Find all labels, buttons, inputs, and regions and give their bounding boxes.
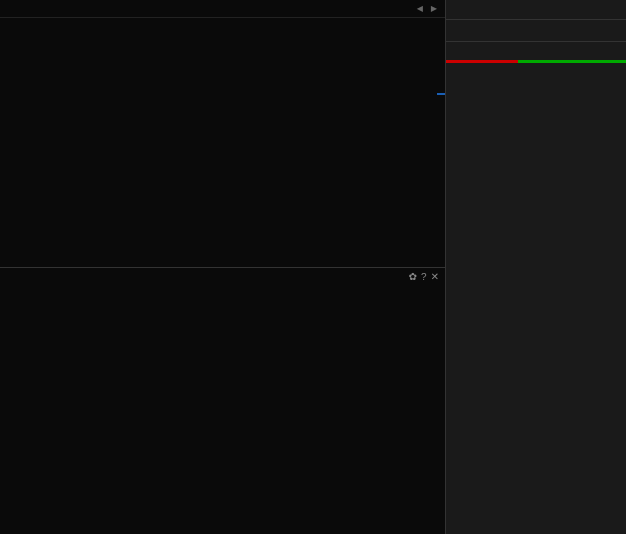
close-icon[interactable]: ✕ <box>431 272 439 283</box>
volume-chart[interactable]: ✿ ? ✕ <box>0 268 445 534</box>
current-price-tag <box>437 93 445 95</box>
quote-panel <box>445 0 626 534</box>
tri-right-icon[interactable]: ▶ <box>431 4 437 13</box>
candle-chart[interactable] <box>0 18 445 268</box>
top-bar: ◀ ▶ <box>0 0 445 18</box>
stock-header <box>446 0 626 20</box>
tri-left-icon[interactable]: ◀ <box>417 4 423 13</box>
separator <box>446 60 626 63</box>
ratio-row <box>446 42 626 60</box>
chart-area: ◀ ▶ ✿ ? ✕ <box>0 0 445 534</box>
help-icon[interactable]: ? <box>421 272 427 283</box>
